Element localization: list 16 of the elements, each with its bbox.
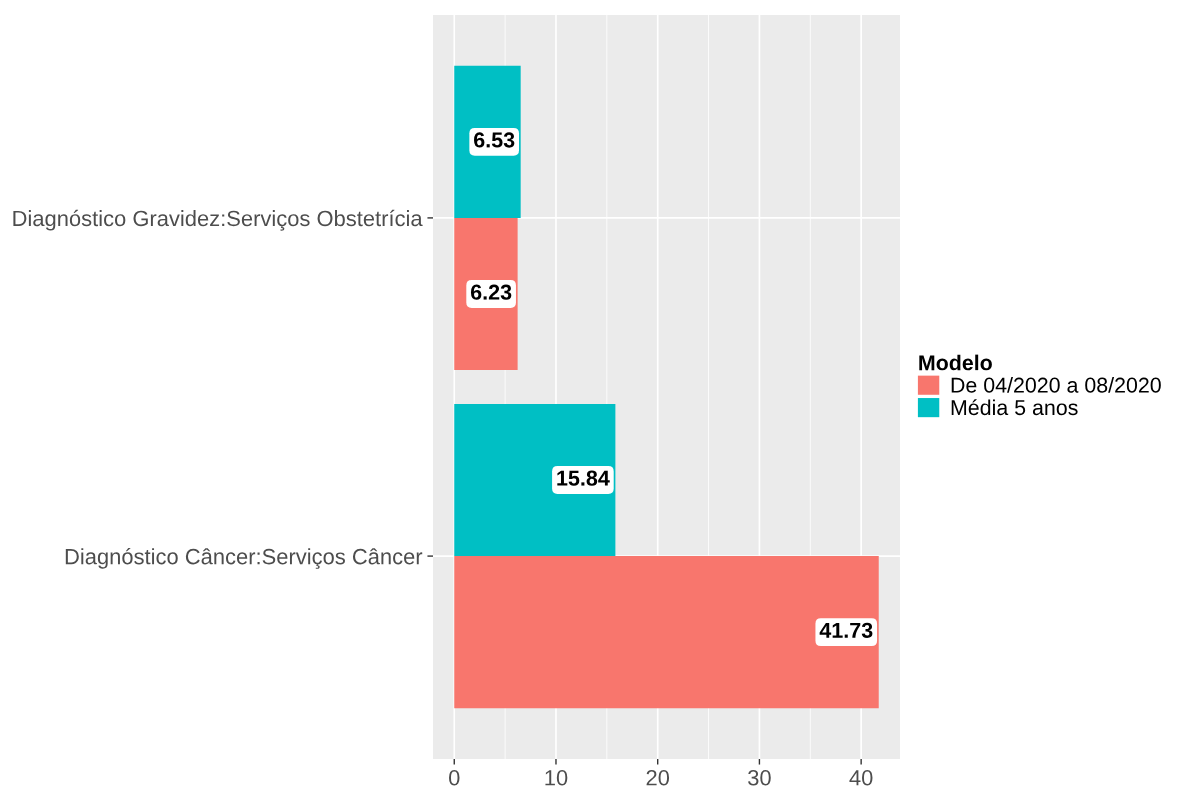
bar [454, 403, 616, 557]
data-label: 41.73 [819, 622, 873, 638]
bar [454, 556, 879, 709]
legend-title: Modelo [919, 354, 992, 371]
y-tick-label: Diagnóstico Câncer:Serviços Câncer [65, 548, 423, 569]
data-label: 6.23 [470, 284, 512, 300]
x-tick-label: 40 [849, 770, 873, 786]
data-label: 6.53 [474, 132, 515, 148]
legend-label: De 04/2020 a 08/2020 [951, 377, 1161, 393]
x-tick-label: 0 [449, 770, 460, 786]
legend-label: Média 5 anos [951, 399, 1078, 416]
y-tick-label: Diagnóstico Gravidez:Serviços Obstetrícia [13, 209, 423, 231]
x-tick-label: 10 [545, 770, 568, 786]
x-tick-label: 30 [748, 770, 771, 786]
data-label: 15.84 [557, 470, 610, 486]
x-tick-label: 20 [646, 770, 670, 786]
